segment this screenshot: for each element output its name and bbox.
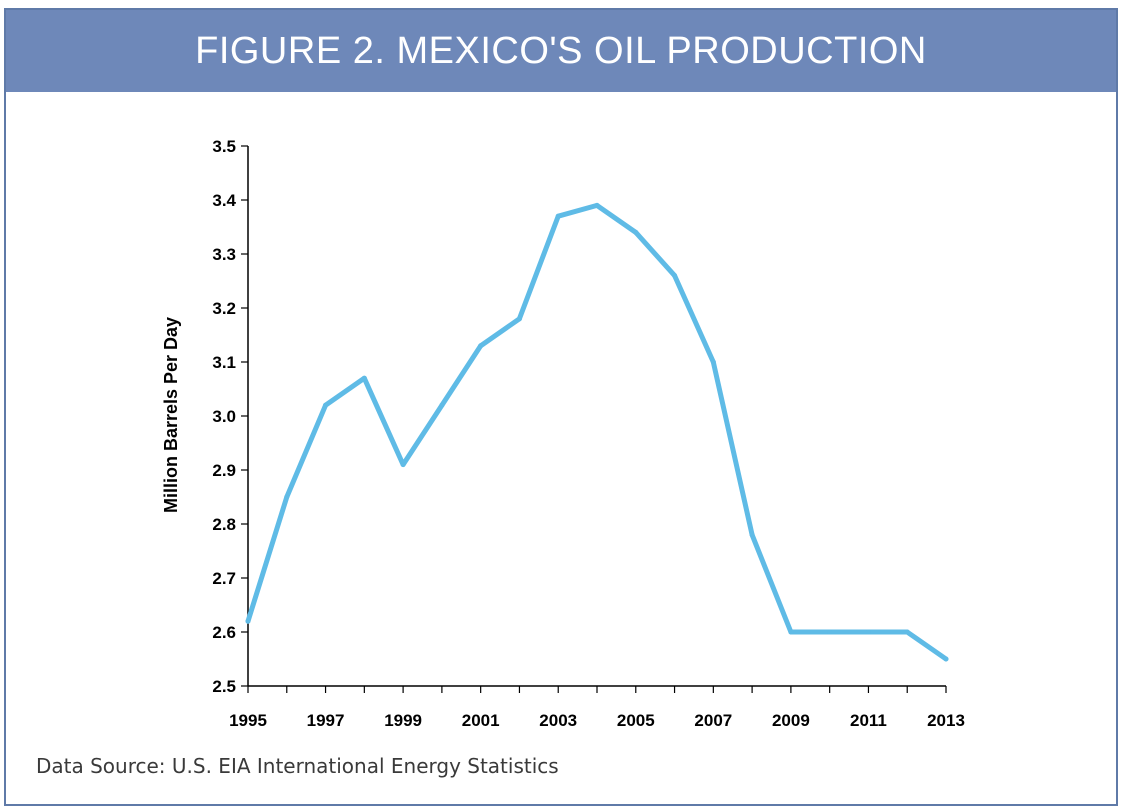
y-tick-label: 3.2 (212, 299, 236, 318)
data-point (594, 202, 600, 208)
y-tick-label: 2.7 (212, 569, 236, 588)
y-tick-label: 2.5 (212, 677, 236, 696)
x-tick-label: 2009 (772, 711, 810, 730)
data-point (478, 343, 484, 349)
x-tick-label: 2003 (539, 711, 577, 730)
series-line-0 (245, 202, 949, 662)
data-point (439, 402, 445, 408)
y-tick-label: 2.8 (212, 515, 236, 534)
y-tick-label: 3.0 (212, 407, 236, 426)
data-point (827, 629, 833, 635)
data-point (361, 375, 367, 381)
data-point (245, 618, 251, 624)
y-tick-label: 2.6 (212, 623, 236, 642)
data-point (284, 494, 290, 500)
y-tick-label: 3.3 (212, 245, 236, 264)
data-point (710, 359, 716, 365)
chart-axes: 2.5 2.6 2.7 2.8 2.9 3.0 3.1 3.2 3.3 3.4 3.5 1995 199… (212, 137, 965, 730)
x-tick-label: 2007 (694, 711, 732, 730)
data-point (323, 402, 329, 408)
data-point (904, 629, 910, 635)
y-tick-label: 2.9 (212, 461, 236, 480)
data-point (555, 213, 561, 219)
data-point (633, 229, 639, 235)
y-tick-label: 3.1 (212, 353, 236, 372)
x-tick-label: 2005 (617, 711, 655, 730)
figure-frame: FIGURE 2. MEXICO'S OIL PRODUCTION (4, 8, 1118, 806)
chart-marks (245, 202, 949, 662)
data-point (400, 462, 406, 468)
data-point (516, 316, 522, 322)
y-tick-label: 3.4 (212, 191, 236, 210)
x-tick-label: 2011 (850, 711, 887, 730)
data-point (788, 629, 794, 635)
y-axis-label: Million Barrels Per Day (161, 317, 181, 513)
data-point (943, 656, 949, 662)
data-source-note: Data Source: U.S. EIA International Ener… (36, 754, 559, 778)
x-tick-label: 1997 (307, 711, 345, 730)
x-tick-label: 1999 (384, 711, 422, 730)
y-tick-label: 3.5 (212, 137, 236, 156)
data-point (672, 273, 678, 279)
x-tick-label: 2013 (927, 711, 965, 730)
figure-title: FIGURE 2. MEXICO'S OIL PRODUCTION (195, 29, 927, 72)
data-point (749, 532, 755, 538)
x-tick-label: 2001 (462, 711, 500, 730)
x-tick-label: 1995 (229, 711, 267, 730)
title-banner: FIGURE 2. MEXICO'S OIL PRODUCTION (6, 10, 1116, 92)
data-point (865, 629, 871, 635)
